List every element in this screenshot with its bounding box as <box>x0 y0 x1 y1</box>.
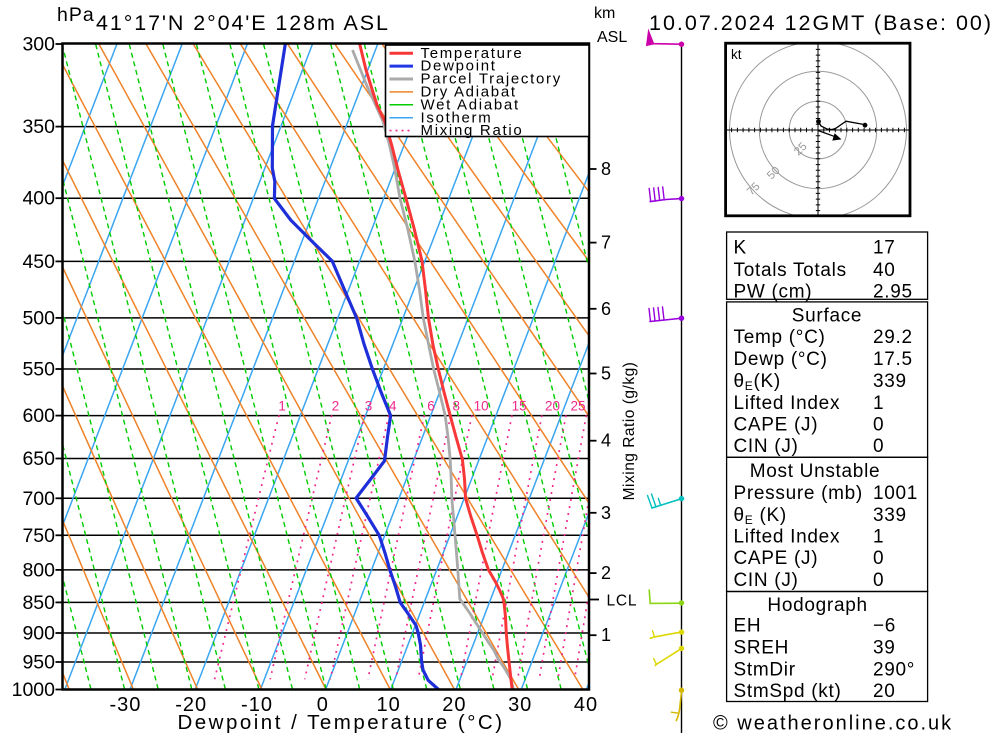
svg-text:hPa: hPa <box>57 4 95 26</box>
svg-text:40: 40 <box>574 694 598 716</box>
svg-text:1: 1 <box>601 625 611 645</box>
svg-text:0: 0 <box>873 414 884 435</box>
svg-text:29.2: 29.2 <box>873 327 913 348</box>
svg-text:Dewpoint / Temperature (°C): Dewpoint / Temperature (°C) <box>177 711 504 733</box>
svg-text:-20: -20 <box>175 694 207 716</box>
svg-text:750: 750 <box>22 525 55 547</box>
svg-text:Temperature: Temperature <box>421 45 524 62</box>
svg-text:20: 20 <box>873 681 896 702</box>
svg-text:Lifted Index: Lifted Index <box>734 527 841 548</box>
svg-text:Dewp (°C): Dewp (°C) <box>734 349 828 370</box>
svg-text:θE(K): θE(K) <box>734 371 781 393</box>
svg-text:39: 39 <box>873 638 896 659</box>
svg-text:Dewpoint: Dewpoint <box>421 58 497 75</box>
svg-text:PW (cm): PW (cm) <box>734 282 813 303</box>
svg-text:0: 0 <box>873 570 884 591</box>
svg-text:Most Unstable: Most Unstable <box>750 461 881 482</box>
svg-text:41°17'N 2°04'E 128m ASL: 41°17'N 2°04'E 128m ASL <box>96 11 390 35</box>
svg-text:EH: EH <box>734 616 762 637</box>
svg-text:500: 500 <box>22 307 55 329</box>
svg-text:400: 400 <box>22 188 55 210</box>
svg-text:10: 10 <box>474 399 489 414</box>
svg-text:1: 1 <box>873 393 884 414</box>
svg-text:Lifted Index: Lifted Index <box>734 393 841 414</box>
svg-text:0: 0 <box>873 436 884 457</box>
svg-text:650: 650 <box>22 448 55 470</box>
svg-text:4: 4 <box>601 431 611 451</box>
svg-text:-10: -10 <box>241 694 273 716</box>
svg-text:−6: −6 <box>873 616 896 637</box>
svg-text:SREH: SREH <box>734 638 790 659</box>
svg-text:25: 25 <box>570 399 585 414</box>
svg-text:Hodograph: Hodograph <box>767 595 867 616</box>
svg-text:4: 4 <box>389 399 397 414</box>
svg-text:3: 3 <box>365 399 373 414</box>
svg-text:600: 600 <box>22 405 55 427</box>
svg-text:800: 800 <box>22 559 55 581</box>
svg-text:6: 6 <box>427 399 435 414</box>
svg-text:30: 30 <box>508 694 532 716</box>
svg-text:6: 6 <box>601 299 611 319</box>
svg-text:Isotherm: Isotherm <box>421 109 493 126</box>
svg-text:450: 450 <box>22 251 55 273</box>
svg-text:CAPE (J): CAPE (J) <box>734 548 819 569</box>
svg-text:850: 850 <box>22 592 55 614</box>
svg-text:700: 700 <box>22 488 55 510</box>
svg-text:© weatheronline.co.uk: © weatheronline.co.uk <box>713 713 953 734</box>
svg-text:CIN (J): CIN (J) <box>734 436 799 457</box>
svg-text:10.07.2024 12GMT (Base: 00): 10.07.2024 12GMT (Base: 00) <box>649 11 993 35</box>
svg-text:15: 15 <box>512 399 527 414</box>
svg-text:17.5: 17.5 <box>873 349 913 370</box>
svg-text:339: 339 <box>873 505 907 526</box>
svg-text:Pressure (mb): Pressure (mb) <box>734 483 863 504</box>
svg-text:350: 350 <box>22 116 55 138</box>
svg-text:StmSpd (kt): StmSpd (kt) <box>734 681 842 702</box>
svg-text:km: km <box>594 5 615 22</box>
svg-text:339: 339 <box>873 371 907 392</box>
svg-text:LCL: LCL <box>607 593 638 610</box>
svg-text:CIN (J): CIN (J) <box>734 570 799 591</box>
svg-text:10: 10 <box>376 694 400 716</box>
svg-text:θE (K): θE (K) <box>734 505 787 527</box>
svg-text:950: 950 <box>22 652 55 674</box>
svg-text:0: 0 <box>873 548 884 569</box>
svg-text:5: 5 <box>601 364 611 384</box>
svg-text:StmDir: StmDir <box>734 659 796 680</box>
svg-text:Totals Totals: Totals Totals <box>734 260 847 281</box>
svg-text:7: 7 <box>601 233 611 253</box>
svg-text:Mixing Ratio (g/kg): Mixing Ratio (g/kg) <box>621 362 638 501</box>
svg-text:300: 300 <box>22 34 55 56</box>
svg-text:2: 2 <box>332 399 340 414</box>
svg-text:2: 2 <box>601 563 611 583</box>
svg-text:1000: 1000 <box>12 679 56 701</box>
svg-text:900: 900 <box>22 623 55 645</box>
svg-text:40: 40 <box>873 260 896 281</box>
svg-text:290°: 290° <box>873 659 915 680</box>
svg-text:Surface: Surface <box>792 306 862 327</box>
svg-text:550: 550 <box>22 359 55 381</box>
svg-text:1: 1 <box>278 399 286 414</box>
svg-text:ASL: ASL <box>597 29 627 46</box>
svg-text:0: 0 <box>317 694 329 716</box>
svg-text:CAPE (J): CAPE (J) <box>734 414 819 435</box>
svg-text:1001: 1001 <box>873 483 918 504</box>
svg-text:20: 20 <box>545 399 560 414</box>
svg-text:-30: -30 <box>109 694 141 716</box>
svg-text:Parcel Trajectory: Parcel Trajectory <box>421 71 562 88</box>
svg-text:1: 1 <box>873 527 884 548</box>
svg-text:Dry Adiabat: Dry Adiabat <box>421 84 517 101</box>
svg-text:Temp (°C): Temp (°C) <box>734 327 826 348</box>
svg-text:kt: kt <box>731 47 742 62</box>
svg-text:8: 8 <box>601 159 611 179</box>
svg-text:3: 3 <box>601 503 611 523</box>
svg-text:Mixing Ratio: Mixing Ratio <box>421 122 524 139</box>
svg-text:17: 17 <box>873 237 896 258</box>
svg-text:2.95: 2.95 <box>873 282 913 303</box>
svg-text:Wet Adiabat: Wet Adiabat <box>421 96 520 113</box>
svg-text:8: 8 <box>453 399 461 414</box>
svg-text:K: K <box>734 237 747 258</box>
svg-text:20: 20 <box>442 694 466 716</box>
